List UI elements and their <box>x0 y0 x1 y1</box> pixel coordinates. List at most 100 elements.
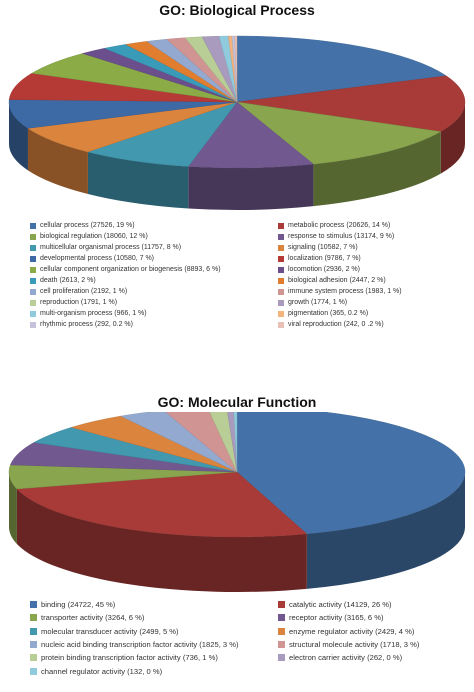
legend-item-death: death (2613, 2 %) <box>30 275 278 286</box>
legend-item-rhythmic-process: rhythmic process (292, 0.2 %) <box>30 319 278 330</box>
pie-slice-structural-molecule-activity <box>165 412 238 473</box>
legend-item-viral-reproduction: viral reproduction (242, 0 .2 %) <box>278 319 470 330</box>
legend-swatch <box>30 667 37 675</box>
legend-label: developmental process (10580, 7 %) <box>40 255 155 262</box>
pie-side-response-to-stimulus <box>188 164 314 211</box>
pie-slice-catalytic-activity <box>16 471 308 538</box>
legend-label: protein binding transcription factor act… <box>41 653 218 663</box>
legend-item-multicellular-organismal-process: multicellular organismal process (11757,… <box>30 242 278 253</box>
legend-label: signaling (10582, 7 %) <box>288 244 358 251</box>
legend-label: binding (24722, 45 %) <box>41 600 116 610</box>
legend-swatch <box>30 222 36 229</box>
legend-swatch <box>278 299 284 306</box>
legend-item-multi-organism-process: multi-organism process (966, 1 %) <box>30 308 278 319</box>
legend-swatch <box>30 321 36 328</box>
legend-label: cell proliferation (2192, 1 %) <box>40 288 128 295</box>
legend-label: rhythmic process (292, 0.2 %) <box>40 321 133 328</box>
legend-label: catalytic activity (14129, 26 %) <box>289 600 392 610</box>
legend-item-protein-binding-transcription-factor-activity: protein binding transcription factor act… <box>30 651 278 664</box>
legend-label: biological adhesion (2447, 2 %) <box>288 277 386 284</box>
legend-item-catalytic-activity: catalytic activity (14129, 26 %) <box>278 598 470 611</box>
legend-item-channel-regulator-activity: channel regulator activity (132, 0 %) <box>30 664 278 677</box>
pie-slice-developmental-process <box>8 99 238 129</box>
legend-swatch <box>278 641 285 649</box>
legend-item-receptor-activity: receptor activity (3165, 6 %) <box>278 611 470 624</box>
legend-label: cellular component organization or bioge… <box>40 266 221 273</box>
legend-label: structural molecule activity (1718, 3 %) <box>289 640 420 650</box>
chart-title: GO: Molecular Function <box>157 394 317 410</box>
legend-swatch <box>30 310 36 317</box>
legend-label: molecular transducer activity (2499, 5 %… <box>41 626 179 636</box>
legend-label: multi-organism process (966, 1 %) <box>40 310 147 317</box>
legend-swatch <box>30 641 37 649</box>
legend-swatch <box>278 310 284 317</box>
legend-swatch <box>30 277 36 284</box>
legend-label: death (2613, 2 %) <box>40 277 96 284</box>
molecular-function-panel: GO: Molecular Function binding (24722, 4… <box>0 390 474 692</box>
legend-item-immune-system-process: immune system process (1983, 1 %) <box>278 286 470 297</box>
legend-label: multicellular organismal process (11757,… <box>40 244 182 251</box>
pie-slice-electron-carrier-activity <box>227 412 238 473</box>
legend-label: locomotion (2936, 2 %) <box>288 266 360 273</box>
legend-label: enzyme regulator activity (2429, 4 %) <box>289 626 415 636</box>
legend-label: response to stimulus (13174, 9 %) <box>288 233 395 240</box>
legend-item-molecular-transducer-activity: molecular transducer activity (2499, 5 %… <box>30 625 278 638</box>
legend-item-pigmentation: pigmentation (365, 0.2 %) <box>278 308 470 319</box>
legend-swatch <box>278 288 284 295</box>
legend-swatch <box>278 601 285 609</box>
legend-swatch <box>30 244 36 251</box>
legend-swatch <box>30 233 36 240</box>
legend-swatch <box>30 255 36 262</box>
legend-swatch <box>30 266 36 273</box>
legend-swatch <box>278 614 285 622</box>
molecular-function-pie <box>8 412 466 592</box>
legend-item-cellular-process: cellular process (27526, 19 %) <box>30 220 278 231</box>
legend-item-signaling: signaling (10582, 7 %) <box>278 242 470 253</box>
legend-swatch <box>278 266 284 273</box>
legend-item-biological-adhesion: biological adhesion (2447, 2 %) <box>278 275 470 286</box>
pie-slice-binding <box>236 412 466 535</box>
legend-item-cell-proliferation: cell proliferation (2192, 1 %) <box>30 286 278 297</box>
pie-side-catalytic-activity <box>16 488 307 592</box>
pie-slice-channel-regulator-activity <box>233 412 238 473</box>
legend-item-structural-molecule-activity: structural molecule activity (1718, 3 %) <box>278 638 470 651</box>
legend-label: metabolic process (20626, 14 %) <box>288 222 391 229</box>
biological-process-legend: cellular process (27526, 19 %) metabolic … <box>30 220 470 330</box>
legend-item-reproduction: reproduction (1791, 1 %) <box>30 297 278 308</box>
legend-label: reproduction (1791, 1 %) <box>40 299 118 306</box>
legend-swatch <box>278 627 285 635</box>
legend-swatch <box>278 654 285 662</box>
legend-label: receptor activity (3165, 6 %) <box>289 613 384 623</box>
pie-slice-signaling <box>27 101 238 153</box>
legend-item-electron-carrier-activity: electron carrier activity (262, 0 %) <box>278 651 470 664</box>
legend-item-developmental-process: developmental process (10580, 7 %) <box>30 253 278 264</box>
pie-slice-multicellular-organismal-process <box>87 101 238 167</box>
pie-side-binding <box>306 472 465 589</box>
pie-slice-metabolic-process <box>236 75 466 132</box>
legend-item-cellular-component-organization-or-biogenesis: cellular component organization or bioge… <box>30 264 278 275</box>
legend-label: transporter activity (3264, 6 %) <box>41 613 145 623</box>
legend-item-biological-regulation: biological regulation (18060, 12 %) <box>30 231 278 242</box>
legend-swatch <box>30 654 37 662</box>
legend-swatch <box>30 299 36 306</box>
legend-item-growth: growth (1774, 1 %) <box>278 297 470 308</box>
legend-swatch <box>278 277 284 284</box>
legend-swatch <box>278 233 284 240</box>
pie-side-developmental-process <box>9 102 28 171</box>
pie-side-signaling <box>27 128 88 194</box>
legend-item-localization: localization (9786, 7 %) <box>278 253 470 264</box>
legend-item-enzyme-regulator-activity: enzyme regulator activity (2429, 4 %) <box>278 625 470 638</box>
legend-label: biological regulation (18060, 12 %) <box>40 233 148 240</box>
pie-slice-response-to-stimulus <box>187 101 314 169</box>
legend-swatch <box>278 255 284 262</box>
legend-item-response-to-stimulus: response to stimulus (13174, 9 %) <box>278 231 470 242</box>
legend-label: localization (9786, 7 %) <box>288 255 361 262</box>
legend-swatch <box>278 244 284 251</box>
pie-side-biological-regulation <box>313 131 441 207</box>
pie-slice-biological-regulation <box>236 101 442 165</box>
legend-item-nucleic-acid-binding-transcription-factor-activity: nucleic acid binding transcription facto… <box>30 638 278 651</box>
legend-label: electron carrier activity (262, 0 %) <box>289 653 403 663</box>
chart-title: GO: Biological Process <box>159 2 315 18</box>
biological-process-panel: GO: Biological Process cellular process … <box>8 2 470 330</box>
legend-item-locomotion: locomotion (2936, 2 %) <box>278 264 470 275</box>
